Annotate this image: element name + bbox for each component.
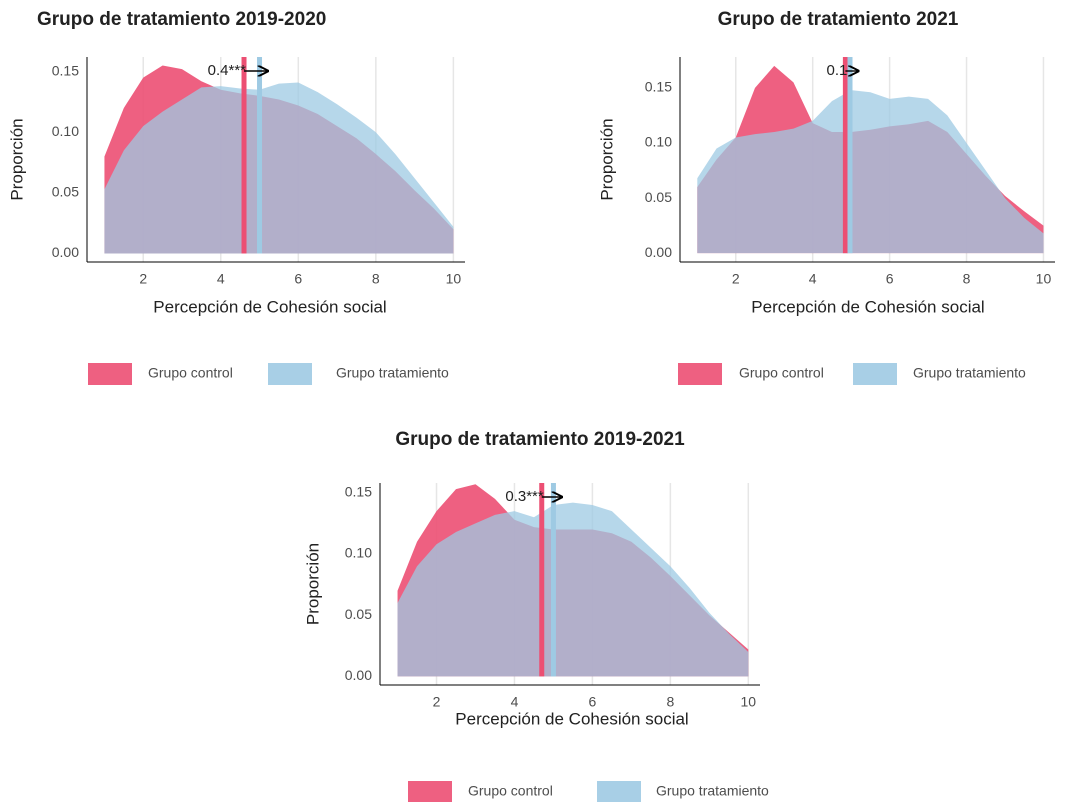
- x-tick-label: 2: [732, 271, 740, 287]
- y-tick-label: 0.00: [52, 244, 79, 260]
- mean-line: [241, 57, 247, 254]
- legend-swatch: [88, 363, 132, 385]
- y-tick-label: 0.00: [345, 667, 372, 683]
- density-area: [697, 90, 1044, 254]
- chart-title: Grupo de tratamiento 2021: [718, 9, 959, 30]
- chart-title: Grupo de tratamiento 2019-2020: [37, 9, 326, 30]
- y-tick-label: 0.00: [645, 244, 672, 260]
- y-tick-label: 0.10: [52, 123, 79, 139]
- x-tick-label: 6: [589, 694, 597, 710]
- annotation: 0.1: [827, 62, 848, 79]
- y-axis-label: Proporción: [7, 118, 26, 200]
- x-axis-label: Percepción de Cohesión social: [455, 709, 688, 728]
- legend-swatch: [678, 363, 722, 385]
- y-tick-label: 0.15: [645, 79, 672, 95]
- x-tick-label: 8: [372, 271, 380, 287]
- y-tick-label: 0.05: [52, 184, 79, 200]
- y-tick-label: 0.05: [645, 189, 672, 205]
- density-area: [397, 502, 749, 677]
- y-tick-label: 0.10: [345, 545, 372, 561]
- legend-swatch: [853, 363, 897, 385]
- x-axis-label: Percepción de Cohesión social: [751, 297, 984, 316]
- legend-swatch: [408, 781, 452, 802]
- x-tick-label: 8: [963, 271, 971, 287]
- legend-label: Grupo tratamiento: [913, 365, 1026, 381]
- mean-line: [257, 57, 263, 254]
- legend-swatch: [597, 781, 641, 802]
- density-area: [104, 82, 454, 254]
- x-tick-label: 10: [1036, 271, 1052, 287]
- annotation: 0.4***: [208, 62, 247, 79]
- mean-line: [550, 483, 556, 677]
- x-tick-label: 2: [139, 271, 147, 287]
- x-tick-label: 4: [809, 271, 817, 287]
- mean-line: [842, 57, 848, 254]
- y-tick-label: 0.15: [345, 483, 372, 499]
- chart-title: Grupo de tratamiento 2019-2021: [395, 429, 685, 450]
- x-tick-label: 10: [741, 694, 757, 710]
- y-axis-label: Proporción: [303, 543, 322, 625]
- x-tick-label: 4: [511, 694, 519, 710]
- legend-label: Grupo tratamiento: [336, 365, 449, 381]
- mean-line: [539, 483, 545, 677]
- x-tick-label: 2: [433, 694, 441, 710]
- legend-swatch: [268, 363, 312, 385]
- x-tick-label: 6: [294, 271, 302, 287]
- legend-label: Grupo control: [739, 365, 824, 381]
- legend-label: Grupo control: [148, 365, 233, 381]
- mean-line: [847, 57, 853, 254]
- x-tick-label: 10: [446, 271, 462, 287]
- y-axis-label: Proporción: [597, 118, 616, 200]
- y-tick-label: 0.10: [645, 134, 672, 150]
- x-tick-label: 4: [217, 271, 225, 287]
- x-tick-label: 8: [666, 694, 674, 710]
- legend-label: Grupo control: [468, 783, 553, 799]
- y-tick-label: 0.15: [52, 62, 79, 78]
- legend-label: Grupo tratamiento: [656, 783, 769, 799]
- y-tick-label: 0.05: [345, 606, 372, 622]
- annotation: 0.3***: [505, 488, 544, 505]
- x-axis-label: Percepción de Cohesión social: [153, 297, 386, 316]
- x-tick-label: 6: [886, 271, 894, 287]
